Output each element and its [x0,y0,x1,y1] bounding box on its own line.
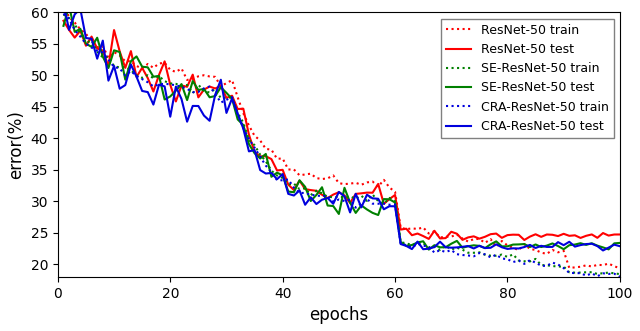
Legend: ResNet-50 train, ResNet-50 test, SE-ResNet-50 train, SE-ResNet-50 test, CRA-ResN: ResNet-50 train, ResNet-50 test, SE-ResN… [441,19,614,138]
Y-axis label: error(%): error(%) [7,110,25,179]
X-axis label: epochs: epochs [309,306,369,324]
